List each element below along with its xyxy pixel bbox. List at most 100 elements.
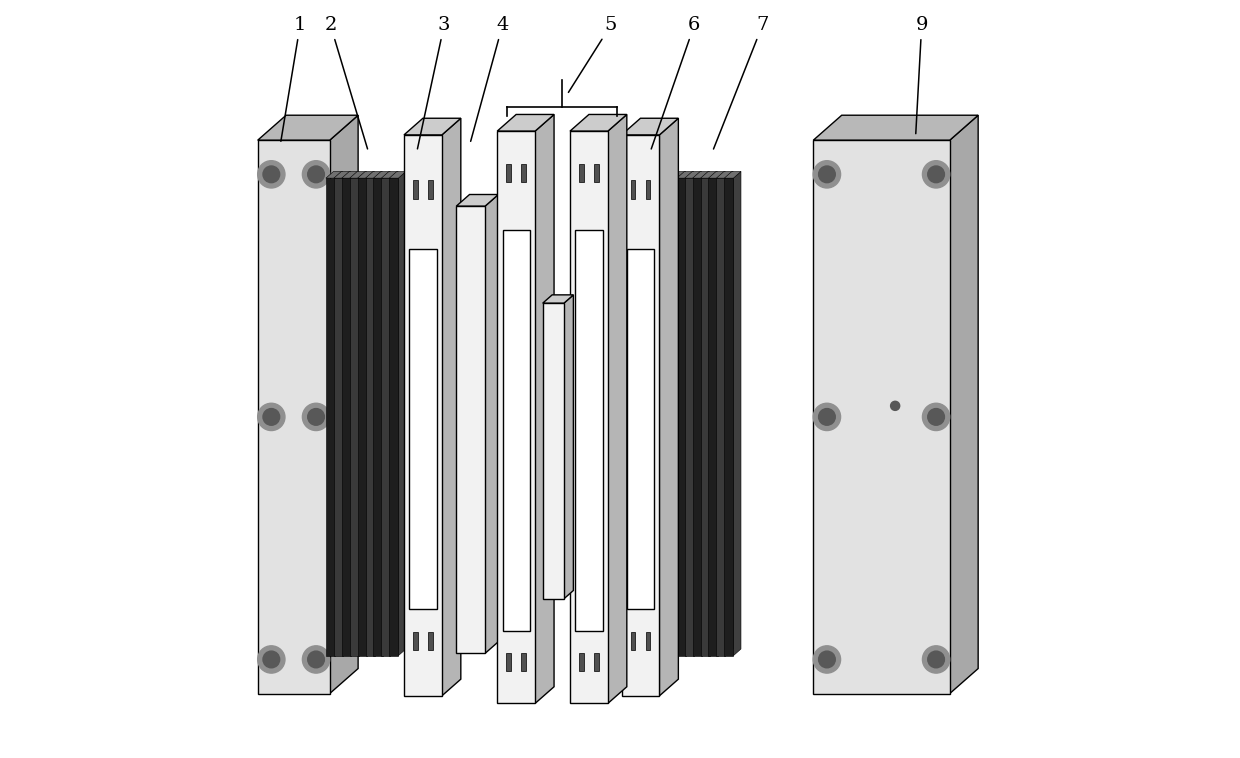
Polygon shape	[367, 171, 374, 656]
Polygon shape	[343, 171, 351, 656]
Polygon shape	[693, 178, 702, 656]
Circle shape	[813, 403, 841, 431]
Polygon shape	[326, 171, 342, 178]
Polygon shape	[428, 180, 433, 199]
Circle shape	[923, 161, 950, 188]
Polygon shape	[725, 171, 733, 656]
Polygon shape	[357, 171, 374, 178]
Polygon shape	[404, 118, 461, 135]
Polygon shape	[668, 178, 678, 656]
Circle shape	[923, 646, 950, 673]
Polygon shape	[543, 295, 573, 303]
Polygon shape	[668, 171, 686, 178]
Polygon shape	[497, 114, 554, 131]
Circle shape	[818, 409, 836, 425]
Text: 7: 7	[713, 16, 769, 149]
Polygon shape	[342, 178, 351, 656]
Polygon shape	[335, 171, 342, 656]
Polygon shape	[646, 180, 650, 199]
Polygon shape	[621, 135, 660, 696]
Circle shape	[303, 646, 330, 673]
Polygon shape	[409, 249, 436, 609]
Polygon shape	[678, 171, 686, 656]
Polygon shape	[428, 632, 433, 650]
Polygon shape	[382, 178, 391, 656]
Polygon shape	[351, 171, 358, 656]
Polygon shape	[382, 171, 391, 656]
Circle shape	[263, 651, 280, 668]
Polygon shape	[646, 632, 650, 650]
Circle shape	[818, 651, 836, 668]
Polygon shape	[485, 195, 498, 653]
Polygon shape	[694, 171, 702, 656]
Polygon shape	[718, 171, 725, 656]
Text: 2: 2	[324, 16, 367, 149]
Circle shape	[928, 651, 945, 668]
Circle shape	[818, 166, 836, 183]
Polygon shape	[358, 171, 366, 656]
Polygon shape	[594, 653, 599, 671]
Circle shape	[303, 161, 330, 188]
Polygon shape	[724, 171, 742, 178]
Circle shape	[308, 651, 325, 668]
Polygon shape	[258, 140, 330, 694]
Polygon shape	[813, 140, 950, 694]
Polygon shape	[677, 178, 686, 656]
Polygon shape	[522, 653, 526, 671]
Circle shape	[813, 161, 841, 188]
Polygon shape	[334, 178, 343, 656]
Polygon shape	[594, 164, 599, 182]
Polygon shape	[701, 178, 709, 656]
Polygon shape	[398, 171, 405, 656]
Polygon shape	[350, 171, 366, 178]
Polygon shape	[456, 195, 498, 206]
Polygon shape	[693, 171, 709, 178]
Polygon shape	[506, 653, 511, 671]
Polygon shape	[717, 171, 733, 178]
Polygon shape	[522, 164, 526, 182]
Polygon shape	[575, 230, 603, 631]
Polygon shape	[536, 114, 554, 703]
Polygon shape	[543, 303, 564, 599]
Polygon shape	[391, 171, 398, 656]
Circle shape	[308, 166, 325, 183]
Polygon shape	[564, 295, 573, 599]
Polygon shape	[373, 171, 391, 178]
Polygon shape	[813, 115, 978, 140]
Polygon shape	[670, 171, 677, 656]
Polygon shape	[413, 180, 418, 199]
Polygon shape	[717, 178, 725, 656]
Circle shape	[258, 161, 285, 188]
Polygon shape	[330, 115, 358, 694]
Polygon shape	[621, 118, 678, 135]
Polygon shape	[373, 178, 382, 656]
Polygon shape	[661, 171, 677, 178]
Polygon shape	[366, 171, 382, 178]
Polygon shape	[579, 164, 584, 182]
Polygon shape	[579, 653, 584, 671]
Polygon shape	[502, 230, 529, 631]
Circle shape	[928, 166, 945, 183]
Polygon shape	[733, 171, 742, 656]
Circle shape	[303, 403, 330, 431]
Polygon shape	[326, 178, 335, 656]
Polygon shape	[441, 118, 461, 696]
Circle shape	[258, 403, 285, 431]
Circle shape	[263, 166, 280, 183]
Circle shape	[928, 409, 945, 425]
Polygon shape	[608, 114, 627, 703]
Text: 5: 5	[568, 16, 618, 92]
Polygon shape	[389, 178, 398, 656]
Polygon shape	[350, 178, 358, 656]
Circle shape	[813, 646, 841, 673]
Text: 9: 9	[915, 16, 928, 133]
Polygon shape	[661, 178, 670, 656]
Polygon shape	[709, 171, 717, 656]
Circle shape	[923, 403, 950, 431]
Polygon shape	[631, 632, 635, 650]
Circle shape	[263, 409, 280, 425]
Polygon shape	[708, 178, 718, 656]
Polygon shape	[506, 164, 511, 182]
Polygon shape	[497, 131, 536, 703]
Polygon shape	[627, 249, 655, 609]
